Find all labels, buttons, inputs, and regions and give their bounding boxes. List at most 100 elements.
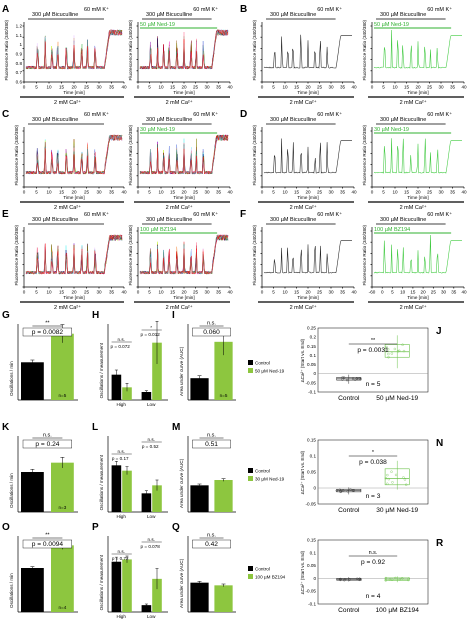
panel-label: P (92, 522, 99, 533)
x-tick-label: 40 (121, 85, 127, 90)
y-tick-label: 0.6 (16, 80, 23, 85)
bar-treatment (51, 462, 74, 512)
x-tick-label: 5 (382, 190, 385, 195)
x-tick-label: 10 (158, 290, 164, 295)
x-tick-label: 0 (261, 85, 264, 90)
y-axis-title: Fluorescence Ratio (340/380) (128, 224, 133, 285)
x-tick-label: 40 (227, 190, 233, 195)
x-tick-label: 25 (427, 190, 433, 195)
potassium-label: 60 mM K⁺ (427, 111, 452, 118)
drug-label: 300 µM Bicuculline (380, 117, 426, 123)
trace-line (139, 234, 229, 275)
box-treatment (384, 468, 410, 486)
bar-control (21, 472, 44, 512)
p-value-box (192, 327, 231, 337)
calcium-label: 2 mM Ca²⁺ (54, 99, 81, 106)
x-tick-label: 20 (305, 290, 311, 295)
x-tick-label: 25 (317, 190, 323, 195)
significance-mark: ** (45, 321, 50, 327)
data-point (358, 377, 361, 380)
data-point (345, 378, 349, 382)
potassium-label: 60 mM K⁺ (317, 6, 342, 13)
data-point (403, 478, 407, 481)
y-axis-title: ΔCa²⁺ (Start vs. End) (300, 550, 305, 594)
bar-treatment (122, 387, 132, 400)
x-tick-label: Low (147, 402, 156, 407)
treatment-label: 100 µM BZ194 (374, 227, 410, 233)
calcium-label: 2 mM Ca²⁺ (400, 204, 427, 211)
calcium-label: 2 mM Ca²⁺ (290, 99, 317, 106)
drug-label: 300 µM Bicuculline (380, 217, 426, 223)
bar-control (141, 605, 152, 612)
x-tick-label: 10 (158, 85, 164, 90)
drug-label: 300 µM Bicuculline (32, 117, 78, 123)
data-point (387, 348, 390, 351)
n-label: n=3 (59, 505, 67, 510)
bar-treatment (122, 559, 132, 612)
x-tick-label: 40 (227, 290, 233, 295)
potassium-label: 60 mM K⁺ (193, 211, 218, 218)
trace-line (25, 134, 123, 175)
bar-treatment (214, 480, 233, 512)
y-axis-title: Fluorescence Ratio (340/380) (128, 19, 133, 80)
bar-treatment (152, 485, 162, 512)
x-tick-label: 25 (317, 85, 323, 90)
potassium-label: 60 mM K⁺ (84, 111, 109, 118)
y-axis-title: Fluorescence Ratio (340/380) (4, 19, 9, 80)
p-value: p = 0.52 (142, 444, 159, 449)
x-axis-title: Time [min] (173, 295, 194, 300)
data-point (351, 377, 355, 380)
x-tick-label: 30 (204, 190, 210, 195)
legend-label-control: Control (255, 567, 270, 572)
x-tick-label: 20 (305, 85, 311, 90)
p-value: p = 0.0031 (357, 347, 389, 354)
x-tick-label: 0 (381, 290, 384, 295)
x-tick-label: 0 (137, 290, 140, 295)
drug-label: 300 µM Bicuculline (146, 217, 192, 223)
significance-mark: n.s. (117, 337, 124, 342)
panel-label: F (240, 209, 246, 220)
x-tick-label: 20 (415, 85, 421, 90)
trace-line (263, 240, 352, 274)
x-tick-label: 0 (23, 290, 26, 295)
x-axis-title: Time [min] (63, 90, 84, 95)
x-tick-label: 10 (46, 190, 52, 195)
bar-panel-k: Kn=3 n=3 Oscillations / min n.s. p = 0.24 (2, 422, 78, 513)
y-axis-title: Fluorescence Ratio (340/380) (362, 19, 367, 80)
y-tick-label: 0.7 (16, 70, 23, 75)
data-point (388, 578, 392, 581)
data-point (335, 489, 338, 492)
x-tick-label: 5 (148, 85, 151, 90)
box-panel-n: N 0.15 0.1 0.05 0 -0.05 Control 30 µM Ned-19 * p … (300, 438, 443, 515)
potassium-label: 60 mM K⁺ (84, 211, 109, 218)
p-value: p = 0.012 (141, 332, 161, 337)
drug-label: 300 µM Bicuculline (146, 12, 192, 18)
x-tick-label: 0 (371, 190, 374, 195)
x-tick-label: 20 (71, 85, 77, 90)
panel-label: H (92, 310, 99, 321)
x-axis-title: Time [min] (297, 90, 318, 95)
panel-label: C (2, 109, 9, 120)
n-text: n = 5 (366, 381, 381, 388)
x-axis-title: Time [min] (297, 195, 318, 200)
x-tick-label: 20 (181, 190, 187, 195)
x-tick-label: 15 (170, 85, 176, 90)
trace-line (373, 234, 462, 274)
x-axis-title: Time [min] (407, 295, 428, 300)
p-value: p = 0.72 (112, 556, 129, 561)
y-axis-title: Fluorescence Ratio (340/380) (362, 124, 367, 185)
legend: Control 30 µM Ned-19 (248, 468, 285, 482)
data-point (387, 352, 390, 356)
trace-line (25, 29, 123, 70)
x-axis-title: Time [min] (407, 90, 428, 95)
data-point (358, 577, 361, 580)
x-tick-label: 40 (351, 85, 357, 90)
panel-label: R (436, 538, 444, 549)
x-axis-title: Time [min] (173, 195, 194, 200)
data-point (359, 377, 362, 381)
x-tick-label: 40 (227, 85, 233, 90)
bar-panel-i: In=5 n=5 Area under curve (AUC) n.s. 0.060 (172, 310, 236, 401)
